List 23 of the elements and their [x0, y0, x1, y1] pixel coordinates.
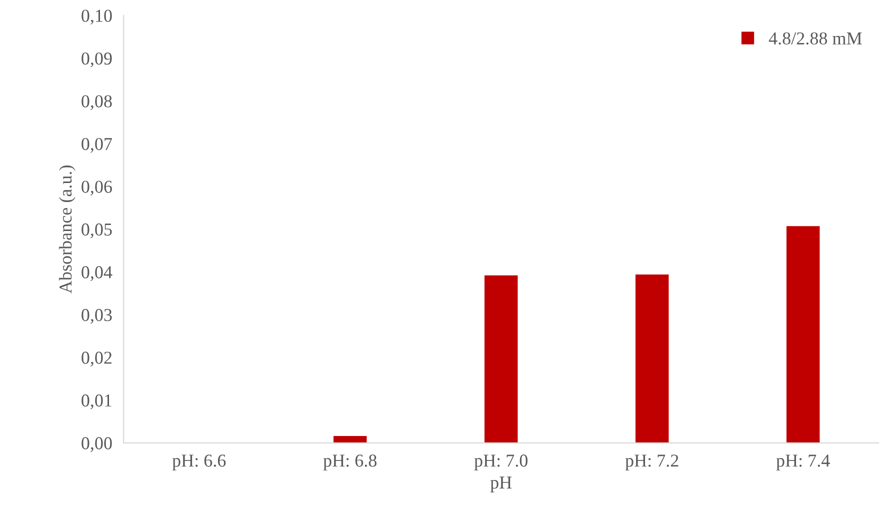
bar [484, 275, 518, 443]
bar [334, 436, 367, 443]
y-axis-title: Absorbance (a.u.) [58, 166, 76, 294]
y-tick-label: 0,04 [82, 266, 112, 281]
legend-label: 4.8/2.88 mM [768, 32, 862, 45]
x-tick-label: pH: 7.4 [776, 454, 830, 470]
x-tick-label: pH: 7.2 [625, 454, 678, 470]
x-tick-label: pH: 6.6 [172, 454, 226, 470]
x-tick-label: pH: 6.8 [323, 454, 377, 470]
x-axis-title: pH [490, 476, 512, 492]
y-tick-label: 0,09 [82, 52, 112, 68]
x-tick-label: pH: 7.0 [474, 454, 528, 470]
y-tick-label: 0,08 [82, 95, 112, 110]
y-tick-label: 0,10 [82, 10, 112, 24]
y-tick-label: 0,03 [82, 308, 112, 324]
y-tick-label: 0,02 [82, 352, 112, 366]
y-tick-label: 0,00 [82, 437, 112, 452]
bar [786, 226, 820, 443]
y-tick-label: 0,06 [82, 180, 112, 196]
y-tick-label: 0,07 [82, 138, 112, 153]
bar [635, 274, 669, 443]
y-tick-label: 0,05 [82, 223, 112, 238]
y-tick-label: 0,01 [82, 394, 112, 410]
